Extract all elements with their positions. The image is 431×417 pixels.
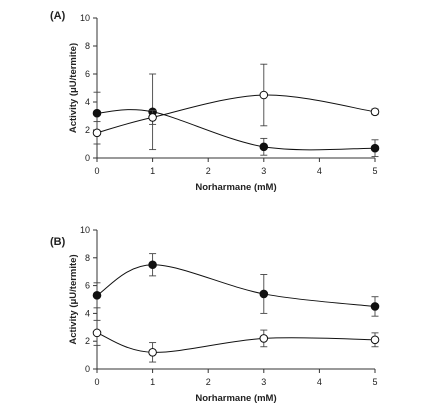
y-tick-label: 2 [85, 125, 90, 135]
x-tick-label: 4 [317, 377, 322, 387]
series-open [92, 319, 380, 363]
data-point-filled [259, 142, 269, 152]
series-line [96, 264, 376, 307]
y-tick-label: 8 [85, 253, 90, 263]
data-point-open [92, 328, 102, 338]
x-tick-label: 4 [317, 166, 322, 176]
series-line [96, 109, 376, 151]
x-tick-label: 3 [261, 166, 266, 176]
x-tick-label: 5 [372, 377, 377, 387]
y-tick-label: 6 [85, 281, 90, 291]
series-filled [92, 73, 380, 158]
panel-label: (A) [50, 10, 66, 22]
x-axis-title: Norharmane (mM) [195, 393, 276, 404]
data-point-open [148, 113, 157, 122]
y-tick-label: 2 [85, 336, 90, 346]
data-point-filled [259, 289, 269, 299]
data-point-filled [92, 108, 102, 118]
y-tick-label: 4 [85, 308, 90, 318]
y-tick-label: 0 [85, 364, 90, 374]
data-point-filled [148, 260, 157, 270]
data-point-open [370, 335, 380, 345]
series-line [96, 94, 376, 134]
data-point-open [259, 90, 269, 100]
y-tick-label: 4 [85, 97, 90, 107]
y-tick-label: 10 [80, 225, 90, 235]
x-tick-label: 5 [372, 166, 377, 176]
series-open [92, 63, 380, 145]
x-tick-label: 1 [150, 166, 155, 176]
y-tick-label: 8 [85, 41, 90, 51]
data-point-filled [370, 302, 380, 311]
data-point-open [148, 348, 157, 357]
x-axis-title: Norharmane (mM) [195, 182, 276, 193]
x-tick-label: 3 [261, 377, 266, 387]
x-tick-label: 2 [206, 166, 211, 176]
y-axis-title: Activity (μU/termite) [68, 254, 79, 344]
x-tick-label: 1 [150, 377, 155, 387]
y-axis-title: Activity (μU/termite) [68, 43, 79, 133]
data-point-filled [92, 291, 102, 300]
series-filled [92, 253, 380, 317]
data-point-filled [370, 143, 380, 153]
x-tick-label: 2 [206, 377, 211, 387]
data-point-open [370, 107, 380, 117]
chart-panel-b: (B) 0 2 4 6 8 10 0 1 2 3 4 5 Norharmane (mM) Activity … [50, 225, 380, 404]
data-point-open [259, 334, 269, 343]
y-tick-label: 6 [85, 69, 90, 79]
y-tick-label: 0 [85, 153, 90, 163]
panel-label: (B) [50, 236, 66, 248]
x-tick-label: 0 [94, 166, 99, 176]
series-line [96, 332, 376, 353]
x-tick-label: 0 [94, 377, 99, 387]
y-tick-label: 10 [80, 13, 90, 23]
chart-panel-a: (A) 0 2 4 6 8 10 0 1 2 3 4 5 Norharmane (mM) Activity … [50, 10, 380, 193]
data-point-open [92, 128, 102, 138]
